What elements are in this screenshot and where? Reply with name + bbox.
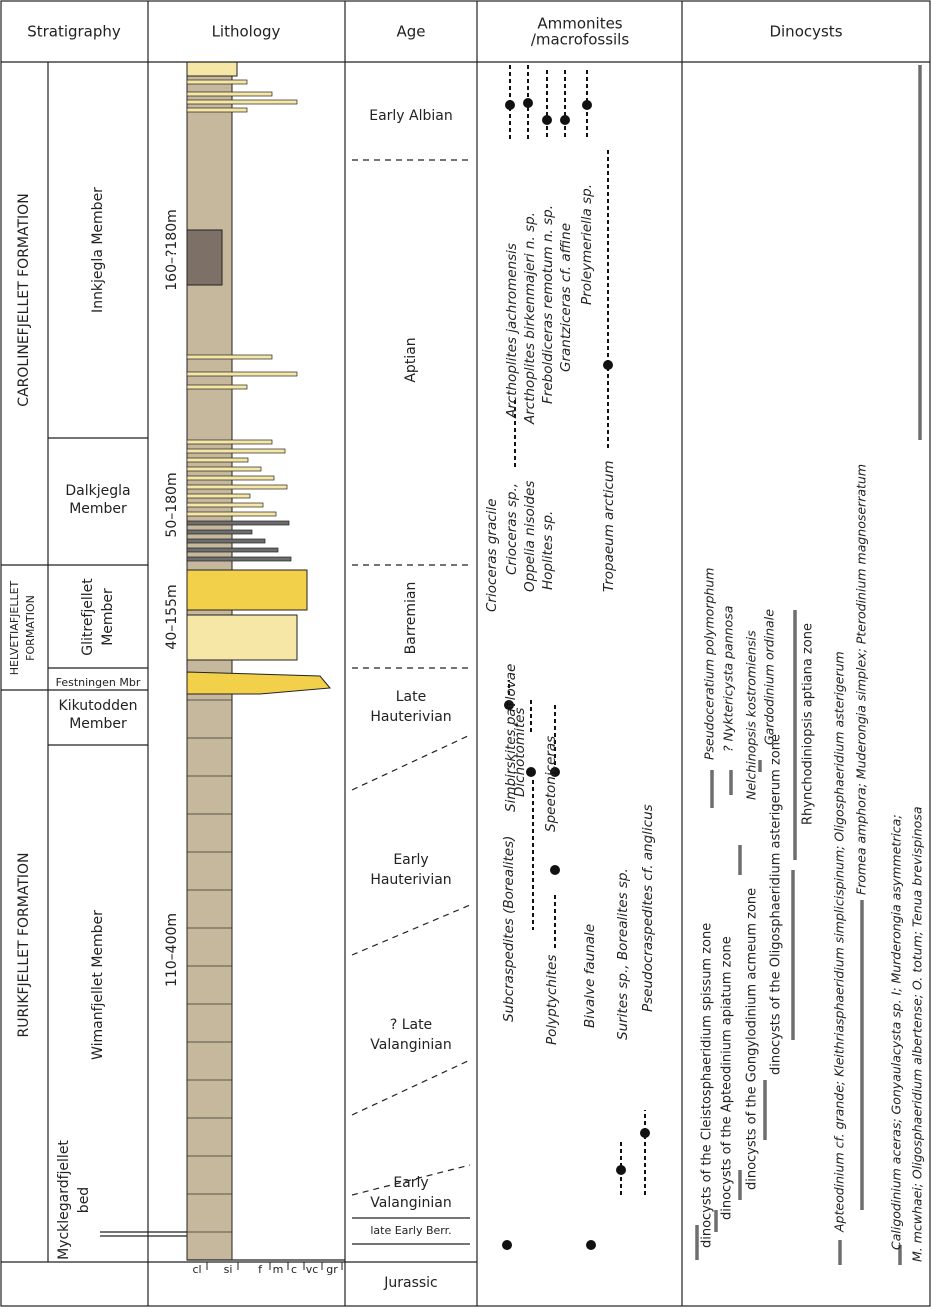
member: Festningen Mbr [56,676,141,689]
dinocyst-label: Apteodinium cf. grande; Kleithriasphaeri… [832,651,847,1233]
grain-size: m [273,1263,284,1276]
bed [187,372,297,376]
bed [187,476,274,480]
bed [187,100,297,104]
bed [187,539,265,543]
member: Innkjegla Member [90,187,106,313]
bed [187,108,247,112]
grain-size: si [224,1263,233,1276]
age: Early [393,1175,428,1191]
bed [187,355,272,359]
dinocyst-label: dinocysts of the Cleistosphaeridium spis… [700,923,715,1248]
dinocyst-label: Caligodinium aceras; Gonyaulacysta sp. I… [889,814,904,1250]
ammonite-label: Arcthoplites jachromensis [504,243,520,419]
age: Valanginian [370,1195,451,1211]
header: Age [396,23,425,41]
age: Late [396,689,426,705]
member: Dalkjegla [65,483,130,499]
member: Wimanfjellet Member [90,910,106,1060]
ammonite-label: Crioceras sp., [504,483,520,575]
age: Early [393,852,428,868]
bed [187,494,250,498]
age: Hauterivian [370,872,451,888]
ammonite-label: Polyptychites [544,955,560,1045]
stratigraphic-chart: StratigraphyLithologyAgeAmmonites/macrof… [0,0,931,1309]
age: Hauterivian [370,709,451,725]
ammonite-label: Tropaeum arcticum [601,460,617,592]
bed [187,92,272,96]
ammonite-label: Proleymeriella sp. [579,184,595,305]
ammonite-label: Pseudocraspedites cf. anglicus [640,804,656,1012]
age: Jurassic [383,1275,438,1291]
member: Member [69,501,127,517]
grain-size: c [291,1263,297,1276]
bed [187,440,272,444]
formation: RURIKFJELLET FORMATION [16,852,32,1037]
bed [187,521,289,525]
header: Stratigraphy [27,23,121,41]
ammonite-label: Subcraspedites (Borealites) [501,836,517,1022]
bed [187,512,276,516]
ammonite-label: Freboldiceras remotum n. sp. [540,205,556,404]
bed [187,449,285,453]
age: late Early Berr. [370,1224,451,1237]
ammonite-label: Bivalve faunale [582,924,598,1028]
member: Kikutodden [59,698,138,714]
dinocyst-label: Gardodinium ordinale [762,609,777,745]
dinocyst-label: M. mcwhaei; Oligosphaeridium albertense;… [910,807,925,1262]
dinocyst-label: Pseudoceratium polymorphum [702,568,717,760]
member: Member [69,716,127,732]
grain-size: vc [306,1263,319,1276]
formation: HELVETIAFJELLET [8,580,21,675]
formation: CAROLINEFJELLET FORMATION [16,193,32,406]
header: /macrofossils [531,31,630,49]
thickness: 50–180m [164,472,180,537]
age: ? Late [390,1017,432,1033]
bed [187,80,247,84]
dinocyst-label: dinocysts of the Apteodinium apiatum zon… [720,936,735,1220]
dinocyst-label: dinocysts of the Oligosphaeridium asteri… [769,734,784,1075]
ammonite-label: Arcthoplites birkenmajeri n. sp. [522,212,538,425]
ammonite-label: Grantziceras cf. affine [558,223,574,372]
grain-size: cl [192,1263,201,1276]
dinocyst-label: Fromea amphora; Muderongia simplex; Pter… [854,464,869,895]
dinocyst-label: Nelchinopsis kostromiensis [744,630,759,800]
thickness: 110–400m [164,913,180,987]
grain-size: f [258,1263,263,1276]
bed [187,385,247,389]
member: bed [76,1187,92,1213]
ammonite-label: Oppelia nisoides [522,481,538,592]
dinocyst-label: Rhynchodiniopsis aptiana zone [801,623,816,825]
bed [187,548,278,552]
age: Valanginian [370,1037,451,1053]
bed [187,530,252,534]
thickness: 40–155m [164,584,180,649]
bed [187,467,261,471]
dinocyst-label: dinocysts of the Gongylodinium acmeum zo… [745,888,760,1190]
member: Mycklegardfjellet [56,1140,72,1260]
header: Dinocysts [769,23,842,41]
ammonite-label: Dichotomites [512,708,528,797]
bed [187,557,291,561]
frame [1,1,930,1306]
grain-size: gr [326,1263,338,1276]
ammonite-label: Hoplites sp. [540,511,556,590]
age: Early Albian [369,108,453,124]
bed [187,485,287,489]
age: Barremian [403,582,419,655]
dinocyst-label: ? Nyktericysta pannosa [721,606,736,752]
header: Lithology [212,23,281,41]
ammonite-label: Speetoniceras [543,736,559,832]
age: Aptian [403,337,419,382]
bed [187,503,263,507]
ammonite-label: Surites sp., Borealites sp. [615,868,631,1040]
ammonite-label: Crioceras gracile [484,499,500,612]
bed [187,458,248,462]
member: Glitrefjellet [80,578,96,656]
formation: FORMATION [24,595,37,661]
thickness: 160–?180m [164,209,180,291]
member: Member [100,588,116,646]
